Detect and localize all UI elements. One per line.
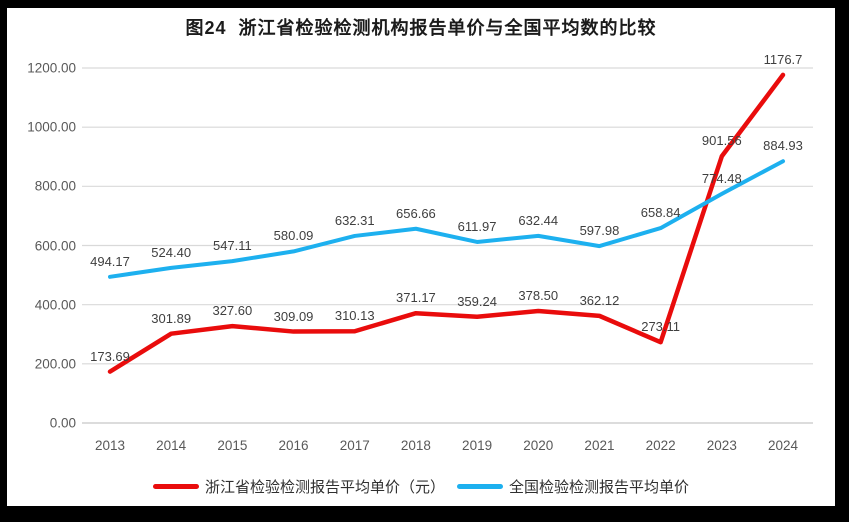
data-label: 884.93: [763, 138, 803, 154]
x-tick-label: 2013: [94, 438, 126, 453]
data-label: 656.66: [396, 205, 436, 221]
data-label: 327.60: [212, 303, 253, 319]
x-tick-label: 2014: [156, 438, 187, 453]
x-tick-label: 2022: [645, 438, 676, 453]
blue-line-swatch: [457, 483, 503, 489]
national-series-line: [108, 159, 785, 279]
data-label: 524.40: [151, 244, 192, 260]
legend: 浙江省检验检测报告平均单价（元） 全国检验检测报告平均单价: [7, 476, 835, 497]
x-tick-label: 2023: [706, 438, 737, 453]
legend-label-zhejiang: 浙江省检验检测报告平均单价（元）: [204, 478, 445, 496]
y-tick-label: 600.00: [34, 238, 76, 253]
legend-item-national: 全国检验检测报告平均单价: [457, 476, 689, 497]
chart-title: 图24 浙江省检验检测机构报告单价与全国平均数的比较: [185, 18, 657, 38]
data-label: 597.98: [579, 223, 620, 239]
x-tick-label: 2021: [584, 438, 615, 453]
y-tick-label: 0.00: [49, 415, 76, 431]
red-line-swatch: [152, 483, 199, 489]
data-label: 658.84: [640, 205, 681, 221]
data-label: 359.24: [457, 293, 497, 309]
x-tick-label: 2019: [462, 438, 493, 453]
x-tick-label: 2020: [523, 438, 554, 453]
data-label: 273.11: [641, 319, 681, 335]
y-tick-label: 1200.00: [27, 60, 76, 76]
data-label: 362.12: [579, 292, 620, 308]
data-label: 494.17: [90, 253, 130, 269]
data-label: 632.31: [334, 212, 375, 228]
data-label: 310.13: [334, 308, 375, 324]
x-tick-label: 2016: [278, 438, 309, 453]
x-tick-label: 2017: [339, 438, 370, 453]
y-tick-label: 400.00: [34, 297, 76, 313]
x-tick-label: 2024: [767, 438, 799, 453]
data-label: 632.44: [518, 212, 559, 228]
data-label: 901.56: [701, 133, 742, 149]
data-label: 371.17: [396, 290, 436, 306]
data-label: 547.11: [212, 238, 252, 254]
data-label: 301.89: [151, 310, 192, 326]
x-tick-label: 2015: [217, 438, 248, 453]
legend-label-national: 全国检验检测报告平均单价: [509, 478, 690, 496]
y-tick-label: 1000.00: [27, 119, 76, 135]
data-label: 580.09: [273, 228, 314, 244]
legend-item-zhejiang: 浙江省检验检测报告平均单价（元）: [152, 476, 445, 497]
x-tick-label: 2018: [400, 438, 431, 453]
y-tick-label: 200.00: [34, 356, 76, 372]
data-label: 309.09: [273, 308, 314, 324]
data-label: 378.50: [518, 288, 559, 304]
data-label: 173.69: [90, 348, 130, 364]
data-label: 774.48: [701, 170, 742, 186]
y-tick-label: 800.00: [34, 178, 76, 194]
zhejiang-series-line: [107, 72, 786, 374]
data-label: 611.97: [457, 218, 497, 234]
data-label: 1176.7: [763, 51, 803, 67]
